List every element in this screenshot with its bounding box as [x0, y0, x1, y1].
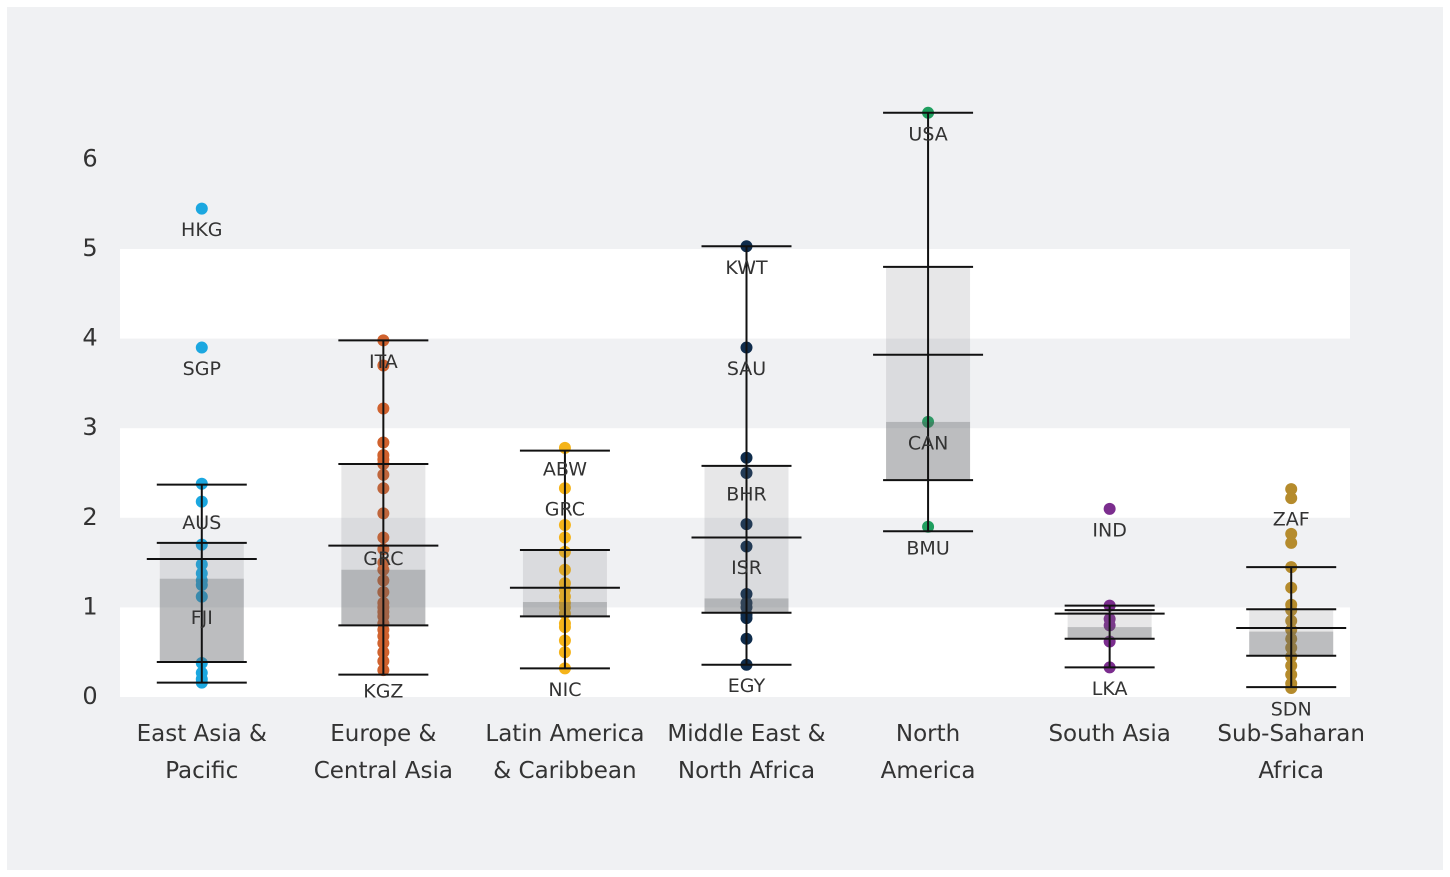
- point-label: CAN: [908, 432, 948, 454]
- y-tick-label: 6: [82, 144, 97, 172]
- point-label: ZAF: [1273, 509, 1310, 531]
- data-point: [195, 202, 208, 215]
- point-label: GRC: [545, 499, 585, 521]
- data-point: [1285, 492, 1298, 505]
- grid-band: [120, 249, 1350, 339]
- point-label: ITA: [369, 351, 398, 373]
- x-tick-label: Europe & Central Asia: [313, 721, 453, 784]
- y-tick-label: 4: [82, 324, 97, 352]
- data-point: [1285, 483, 1298, 496]
- data-point: [1285, 527, 1298, 540]
- y-tick-label: 1: [82, 592, 97, 620]
- data-point: [1285, 536, 1298, 549]
- point-label: EGY: [728, 675, 766, 697]
- point-label: ABW: [543, 458, 587, 480]
- x-tick-label: East Asia & Pacific: [136, 721, 267, 784]
- point-label: SAU: [727, 358, 766, 380]
- point-label: KGZ: [363, 681, 403, 703]
- y-tick-label: 0: [82, 682, 97, 710]
- x-tick-label: Sub-Saharan Africa: [1217, 721, 1365, 784]
- data-point: [195, 341, 208, 354]
- point-label: LKA: [1092, 678, 1128, 700]
- point-label: NIC: [548, 679, 581, 701]
- grid-band: [120, 607, 1350, 697]
- point-label: KWT: [725, 257, 768, 279]
- point-label: AUS: [182, 512, 221, 534]
- point-label: HKG: [181, 219, 222, 241]
- grid-band: [120, 428, 1350, 518]
- point-label: USA: [908, 123, 947, 145]
- y-tick-label: 5: [82, 234, 97, 262]
- x-tick-label: Middle East & North Africa: [667, 721, 826, 784]
- data-point: [1103, 502, 1116, 515]
- point-label: GRC: [363, 548, 403, 570]
- y-tick-label: 2: [82, 503, 97, 531]
- point-label: BMU: [906, 537, 949, 559]
- point-label: IND: [1092, 519, 1126, 541]
- point-label: SDN: [1271, 699, 1312, 721]
- x-tick-label: South Asia: [1048, 721, 1171, 747]
- point-label: ISR: [731, 557, 762, 579]
- point-label: SGP: [183, 358, 221, 380]
- point-label: FJI: [191, 607, 213, 629]
- point-label: BHR: [726, 484, 767, 506]
- x-tick-label: Latin America & Caribbean: [485, 721, 645, 784]
- y-tick-label: 3: [82, 413, 97, 441]
- x-tick-label: North America: [880, 721, 976, 784]
